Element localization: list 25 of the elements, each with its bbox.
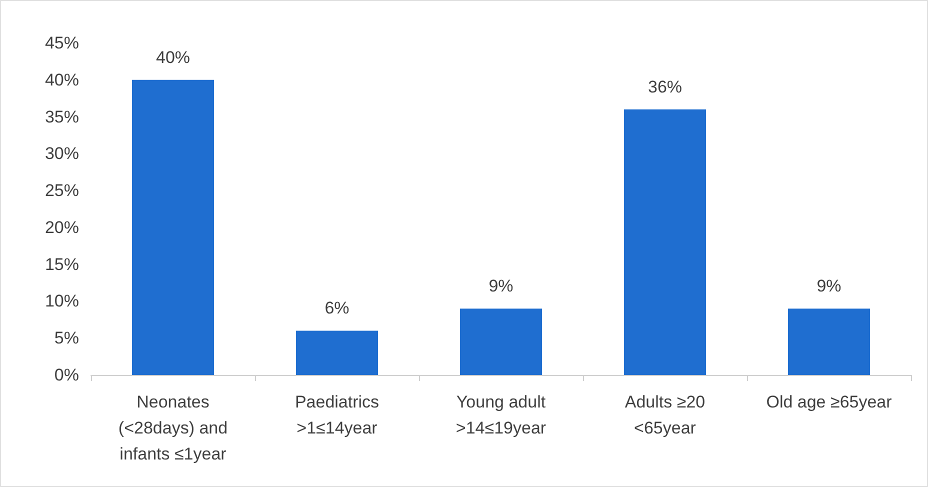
x-tick-label: Young adult >14≤19year: [456, 392, 546, 438]
bar: [132, 80, 214, 375]
y-tick-label: 5%: [54, 328, 79, 348]
y-tick-label: 35%: [44, 107, 79, 126]
data-label: 6%: [324, 298, 350, 318]
x-tick-label: Old age ≥65year: [766, 392, 892, 412]
data-label: 40%: [156, 48, 190, 67]
data-label: 36%: [648, 77, 682, 96]
y-tick-label: 0%: [54, 366, 79, 384]
y-tick-label: 30%: [44, 144, 79, 164]
bar: [624, 109, 706, 375]
y-tick-label: 40%: [44, 70, 79, 90]
y-tick-label: 45%: [44, 34, 79, 52]
data-label: 9%: [816, 276, 842, 296]
x-tick-label: Paediatrics >1≤14year: [294, 392, 380, 438]
y-tick-label: 10%: [44, 292, 79, 311]
y-tick-label: 15%: [44, 254, 79, 274]
y-tick-label: 25%: [44, 181, 79, 200]
bar: [460, 308, 542, 375]
y-tick-label: 20%: [44, 218, 79, 237]
bar: [788, 308, 870, 375]
x-tick-label: Adults ≥20 <65year: [624, 392, 706, 438]
x-tick-label: Neonates (<28days) and infants ≤1year: [118, 392, 228, 464]
bar: [296, 330, 378, 375]
data-label: 9%: [488, 276, 514, 296]
